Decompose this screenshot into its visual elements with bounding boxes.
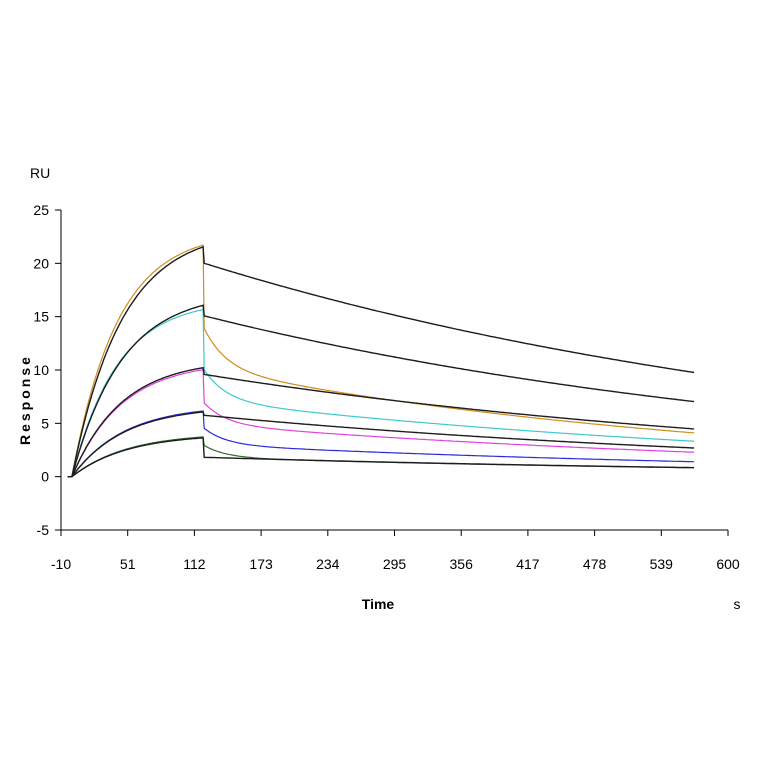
fit-curve-9 xyxy=(67,437,695,478)
x-tick-label: 478 xyxy=(583,556,607,572)
fit-curve-5 xyxy=(67,366,695,478)
measured-curve-4 xyxy=(67,368,695,478)
x-tick-label: 173 xyxy=(249,556,273,572)
x-tick-label: 295 xyxy=(383,556,407,572)
x-tick-label: 112 xyxy=(183,556,206,572)
y-unit-label: RU xyxy=(30,165,50,181)
y-axis-title: Response xyxy=(17,354,33,445)
x-tick-label: 600 xyxy=(716,556,740,572)
fit-curve-7 xyxy=(67,411,695,478)
y-tick-label: -5 xyxy=(37,522,50,538)
y-tick-label: 20 xyxy=(33,255,49,271)
x-axis-title: Time xyxy=(362,596,395,612)
series xyxy=(67,244,695,478)
fit-curve-3 xyxy=(67,304,695,478)
y-tick-label: 0 xyxy=(41,469,49,485)
x-tick-label: -10 xyxy=(51,556,71,572)
fit-curve-1 xyxy=(67,245,695,478)
x-tick-label: 417 xyxy=(516,556,540,572)
y-tick-label: 5 xyxy=(41,415,49,431)
measured-curve-2 xyxy=(67,308,695,478)
y-tick-label: 25 xyxy=(33,202,49,218)
x-tick-label: 539 xyxy=(650,556,674,572)
x-unit-label: s xyxy=(734,596,741,612)
x-tick-label: 234 xyxy=(316,556,340,572)
x-tick-label: 51 xyxy=(120,556,136,572)
measured-curve-0 xyxy=(67,244,695,478)
y-tick-label: 15 xyxy=(33,309,49,325)
x-tick-label: 356 xyxy=(450,556,474,572)
axes xyxy=(60,210,728,531)
ticks: -10 51 112 173 234 295 356 417 478 539 600 -5 0 5 10 15… xyxy=(33,202,739,572)
y-tick-label: 10 xyxy=(33,362,49,378)
